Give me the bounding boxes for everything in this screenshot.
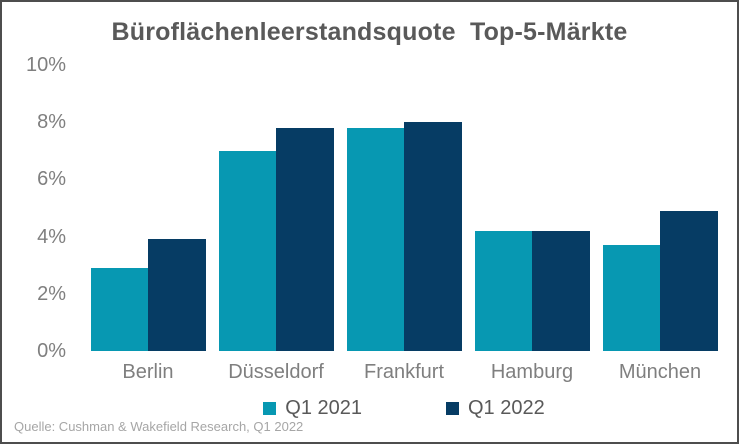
legend-swatch-icon [263,402,277,415]
bar-münchen-q1-2021 [602,245,660,351]
y-tick-label: 6% [37,168,66,191]
legend-item: Q1 2021 [263,397,362,420]
legend-label: Q1 2022 [468,397,545,419]
x-tick-label: Frankfurt [363,361,445,383]
x-tick-label: Hamburg [490,361,574,383]
bar-hamburg-q1-2022 [532,230,590,351]
x-tick-label: München [618,361,702,383]
x-tick-label: Berlin [122,361,174,383]
legend-item: Q1 2022 [446,397,545,420]
x-axis: Berlin Düsseldorf Frankfurt Hamburg München [84,359,724,385]
legend: Q1 2021 Q1 2022 [84,397,724,420]
bar-düsseldorf-q1-2021 [218,150,276,351]
plot-area [84,65,724,351]
legend-swatch-icon [446,402,459,415]
bar-frankfurt-q1-2021 [346,127,404,351]
bar-berlin-q1-2022 [148,239,206,351]
bar-münchen-q1-2022 [660,210,718,351]
y-tick-label: 8% [37,111,66,134]
y-tick-label: 10% [25,54,66,76]
y-axis: 0% 2% 4% 6% 8% 10% [2,2,66,442]
y-tick-label: 0% [37,340,66,362]
legend-label: Q1 2021 [285,397,362,419]
bar-frankfurt-q1-2022 [404,122,462,351]
x-tick-label: Düsseldorf [228,361,324,383]
y-tick-label: 4% [37,225,66,248]
chart-title: Büroflächenleerstandsquote Top-5-Märkte [111,18,628,46]
bar-berlin-q1-2021 [90,268,148,351]
bar-düsseldorf-q1-2022 [276,127,334,351]
bar-hamburg-q1-2021 [474,230,532,351]
source-note: Quelle: Cushman & Wakefield Research, Q1… [14,419,304,434]
y-tick-label: 2% [37,282,66,305]
